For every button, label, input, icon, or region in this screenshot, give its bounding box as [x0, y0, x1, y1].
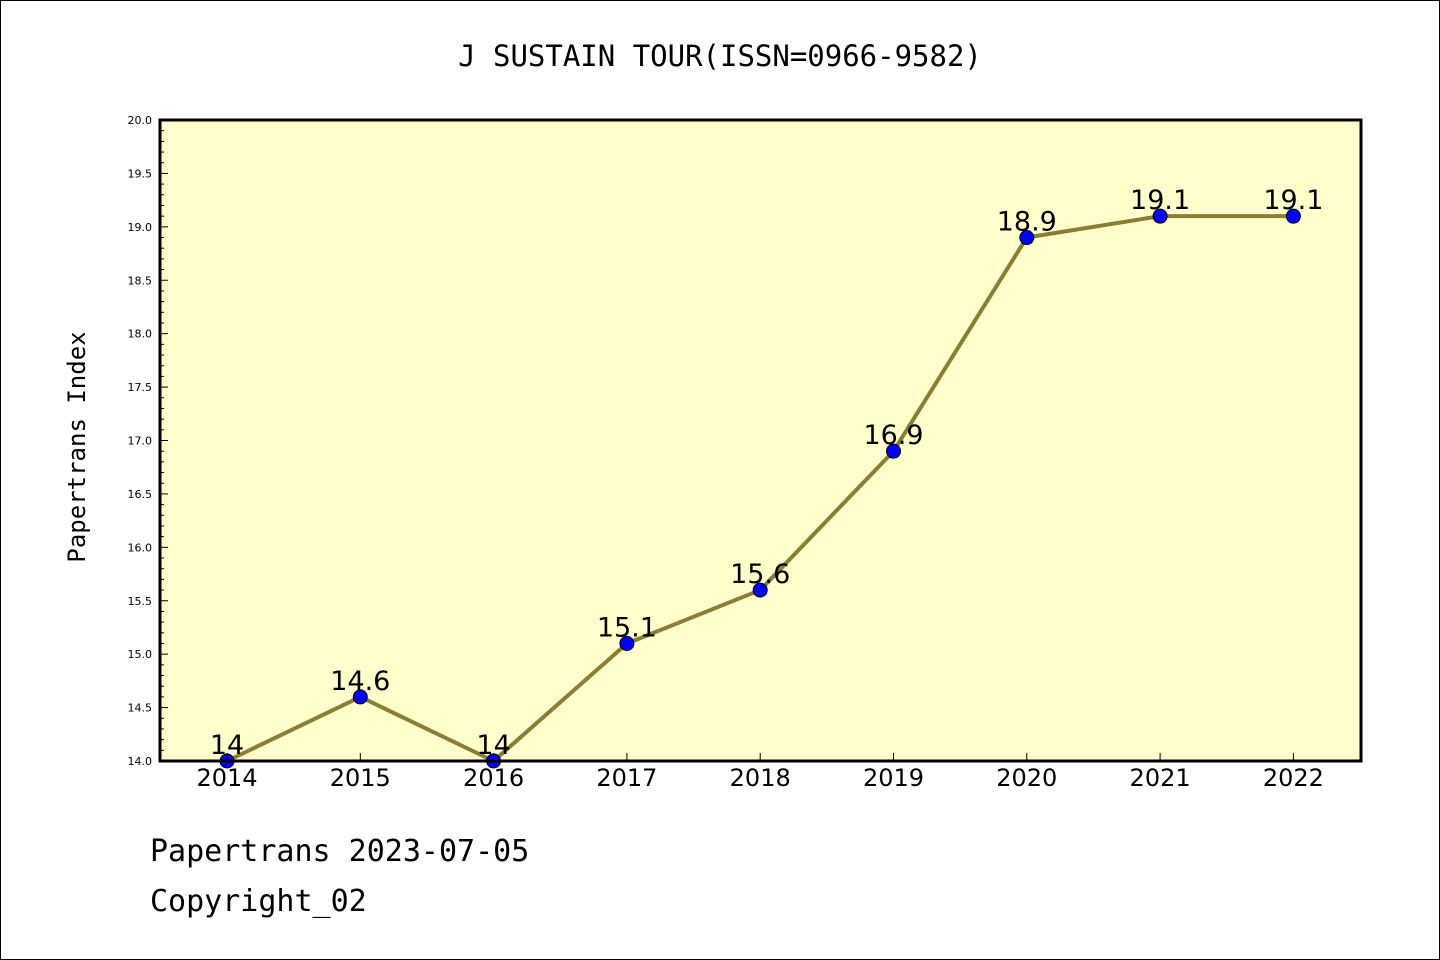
- x-tick-label: 2022: [1263, 764, 1324, 792]
- data-point: [1152, 208, 1168, 224]
- y-tick-label: 17.0: [128, 435, 153, 448]
- y-tick-label: 16.0: [128, 541, 153, 554]
- plot-border: [158, 118, 1363, 763]
- y-tick-label: 18.5: [128, 274, 153, 287]
- y-tick-label: 16.5: [128, 488, 153, 501]
- x-tick-label: 2018: [730, 764, 791, 792]
- data-point: [619, 635, 635, 651]
- footer-copyright: Copyright_02: [150, 884, 367, 919]
- data-label: 15.1: [597, 612, 657, 643]
- data-point: [352, 689, 368, 705]
- x-tick-label: 2016: [463, 764, 524, 792]
- x-axis-ticks: 2014 2015 2016 2017 2018 2019 2020 2021 2022: [196, 753, 1324, 792]
- data-point: [1285, 208, 1301, 224]
- x-tick-label: 2019: [863, 764, 924, 792]
- data-label: 18.9: [997, 207, 1057, 238]
- y-tick-label: 15.0: [128, 648, 153, 661]
- x-tick-label: 2015: [330, 764, 391, 792]
- chart-title: J SUSTAIN TOUR(ISSN=0966-9582): [458, 39, 982, 73]
- footer-date: Papertrans 2023-07-05: [150, 834, 530, 869]
- x-tick-label: 2021: [1130, 764, 1191, 792]
- y-tick-label: 19.0: [128, 221, 153, 234]
- y-tick-label: 17.5: [128, 381, 153, 394]
- y-axis-label: Papertrans Index: [63, 331, 91, 562]
- data-label: 16.9: [863, 420, 923, 451]
- data-label: 19.1: [1130, 185, 1190, 216]
- x-tick-label: 2014: [196, 764, 257, 792]
- data-point: [1019, 230, 1035, 246]
- data-label: 14.6: [330, 666, 390, 697]
- x-tick-label: 2017: [596, 764, 657, 792]
- y-tick-label: 14.0: [128, 755, 153, 768]
- data-point: [752, 582, 768, 598]
- y-tick-label: 20.0: [128, 114, 153, 127]
- y-tick-label: 14.5: [128, 702, 153, 715]
- data-markers: [219, 208, 1301, 769]
- x-tick-label: 2020: [996, 764, 1057, 792]
- data-point: [886, 443, 901, 459]
- data-label: 15.6: [730, 559, 790, 590]
- y-tick-label: 15.5: [128, 595, 153, 608]
- plot-area: [160, 120, 1361, 761]
- y-tick-label: 18.0: [128, 328, 153, 341]
- y-tick-label: 19.5: [128, 167, 153, 180]
- data-label: 19.1: [1263, 185, 1323, 216]
